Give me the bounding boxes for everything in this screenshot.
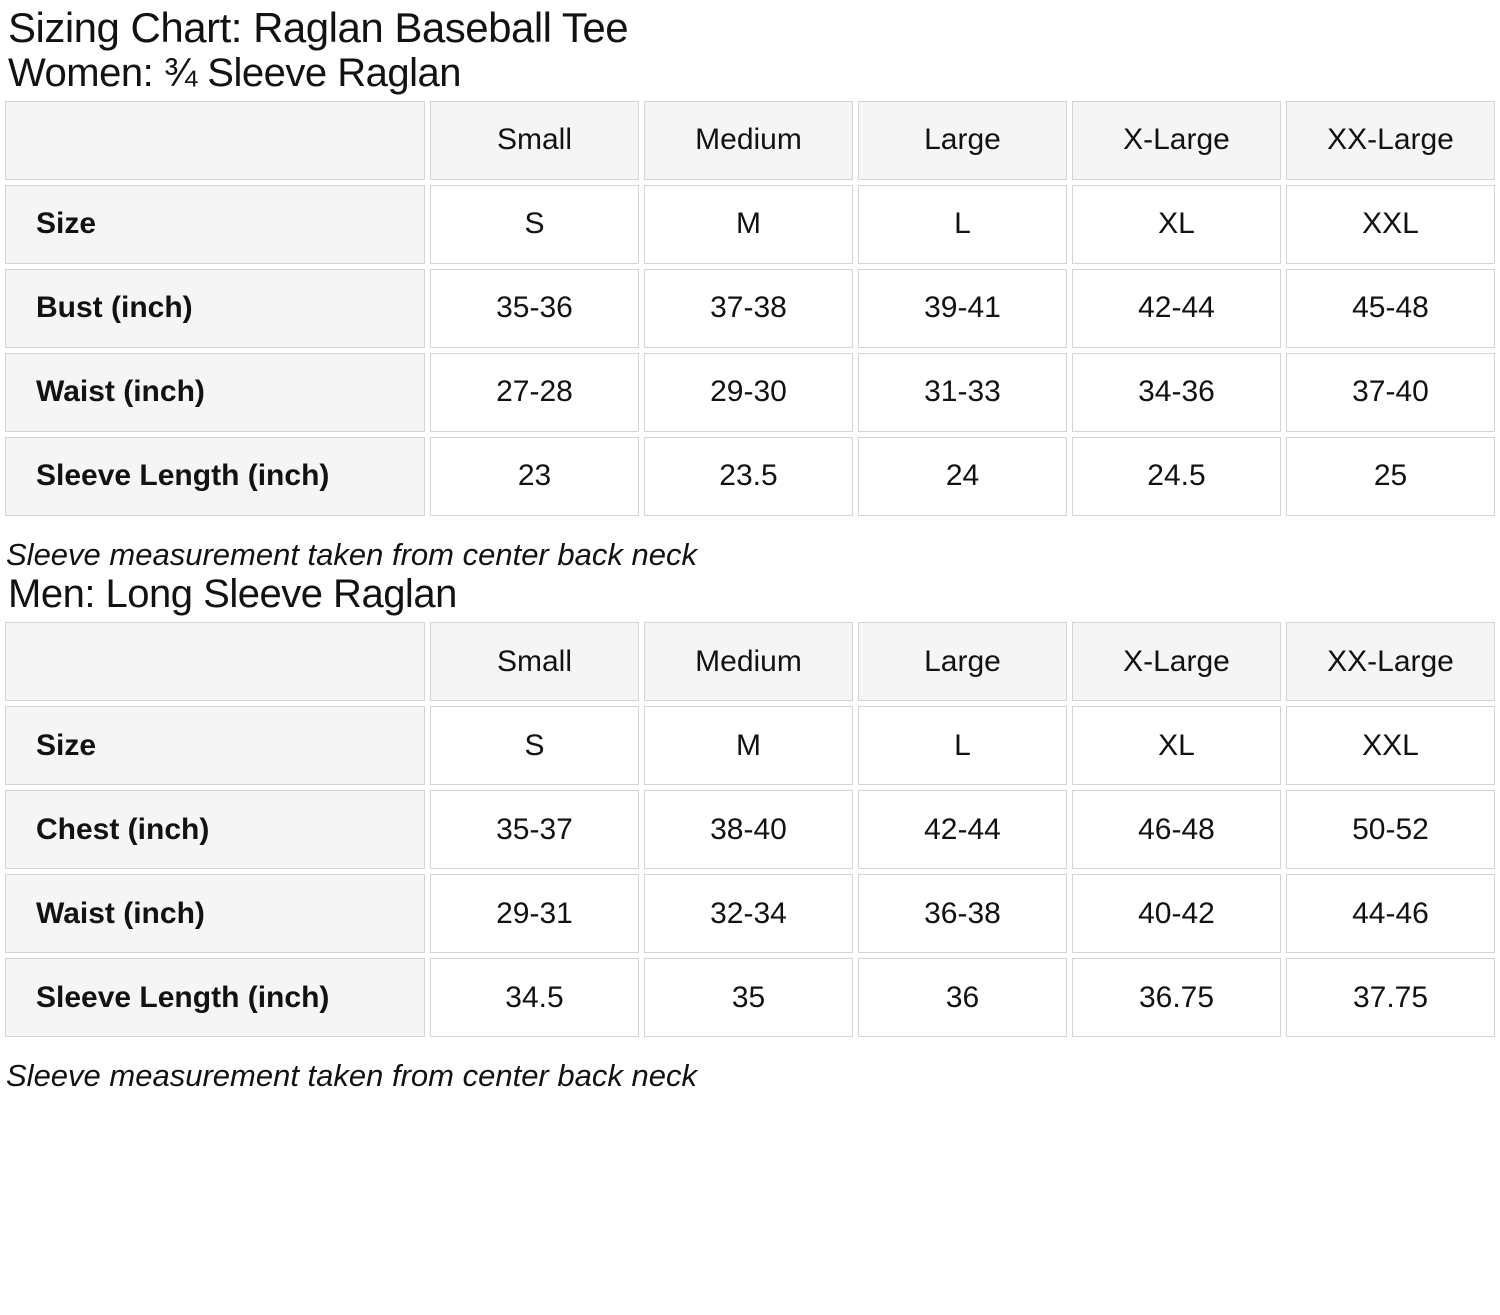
- value-cell: M: [644, 706, 853, 786]
- value-cell: 34-36: [1072, 352, 1281, 432]
- women-section-heading: Women: ¾ Sleeve Raglan: [8, 51, 461, 96]
- value-cell: 34.5: [430, 958, 639, 1038]
- value-cell: 42-44: [858, 790, 1067, 870]
- row-label-cell: Size: [5, 184, 425, 264]
- women-row-size: Size S M L XL XXL: [5, 184, 1495, 264]
- men-col-header-xxlarge: XX-Large: [1286, 622, 1495, 702]
- value-cell: 37.75: [1286, 958, 1495, 1038]
- value-cell: L: [858, 184, 1067, 264]
- women-col-header-xlarge: X-Large: [1072, 100, 1281, 180]
- men-col-header-medium: Medium: [644, 622, 853, 702]
- value-cell: 32-34: [644, 874, 853, 954]
- value-cell: 35-36: [430, 268, 639, 348]
- value-cell: 31-33: [858, 352, 1067, 432]
- value-cell: S: [430, 184, 639, 264]
- value-cell: 38-40: [644, 790, 853, 870]
- men-row-size: Size S M L XL XXL: [5, 706, 1495, 786]
- women-col-header-xxlarge: XX-Large: [1286, 100, 1495, 180]
- value-cell: 37-38: [644, 268, 853, 348]
- women-section: Women: ¾ Sleeve Raglan Small Medium Larg…: [0, 51, 1500, 572]
- row-label-cell: Bust (inch): [5, 268, 425, 348]
- women-row-sleeve-length: Sleeve Length (inch) 23 23.5 24 24.5 25: [5, 436, 1495, 516]
- women-col-header-small: Small: [430, 100, 639, 180]
- value-cell: 35-37: [430, 790, 639, 870]
- value-cell: 29-30: [644, 352, 853, 432]
- women-col-header-medium: Medium: [644, 100, 853, 180]
- row-label-cell: Chest (inch): [5, 790, 425, 870]
- value-cell: 42-44: [1072, 268, 1281, 348]
- value-cell: 36.75: [1072, 958, 1281, 1038]
- row-label-cell: Waist (inch): [5, 352, 425, 432]
- value-cell: 25: [1286, 436, 1495, 516]
- value-cell: 40-42: [1072, 874, 1281, 954]
- women-sleeve-note: Sleeve measurement taken from center bac…: [6, 536, 697, 572]
- value-cell: 23.5: [644, 436, 853, 516]
- value-cell: 23: [430, 436, 639, 516]
- value-cell: 24: [858, 436, 1067, 516]
- value-cell: 37-40: [1286, 352, 1495, 432]
- men-sleeve-note: Sleeve measurement taken from center bac…: [6, 1058, 697, 1094]
- value-cell: 50-52: [1286, 790, 1495, 870]
- value-cell: XL: [1072, 184, 1281, 264]
- women-col-header-large: Large: [858, 100, 1067, 180]
- men-row-sleeve-length: Sleeve Length (inch) 34.5 35 36 36.75 37…: [5, 958, 1495, 1038]
- row-label-cell: Sleeve Length (inch): [5, 958, 425, 1038]
- women-row-waist: Waist (inch) 27-28 29-30 31-33 34-36 37-…: [5, 352, 1495, 432]
- value-cell: 24.5: [1072, 436, 1281, 516]
- women-header-row: Small Medium Large X-Large XX-Large: [5, 100, 1495, 180]
- men-col-header-large: Large: [858, 622, 1067, 702]
- value-cell: XXL: [1286, 706, 1495, 786]
- value-cell: XL: [1072, 706, 1281, 786]
- women-row-bust: Bust (inch) 35-36 37-38 39-41 42-44 45-4…: [5, 268, 1495, 348]
- value-cell: 36: [858, 958, 1067, 1038]
- value-cell: 35: [644, 958, 853, 1038]
- value-cell: 39-41: [858, 268, 1067, 348]
- value-cell: S: [430, 706, 639, 786]
- value-cell: L: [858, 706, 1067, 786]
- men-sizing-table: Small Medium Large X-Large XX-Large Size…: [0, 617, 1500, 1042]
- value-cell: 44-46: [1286, 874, 1495, 954]
- value-cell: 27-28: [430, 352, 639, 432]
- row-label-cell: Size: [5, 706, 425, 786]
- men-col-header-small: Small: [430, 622, 639, 702]
- women-sizing-table: Small Medium Large X-Large XX-Large Size…: [0, 96, 1500, 521]
- value-cell: 36-38: [858, 874, 1067, 954]
- value-cell: M: [644, 184, 853, 264]
- men-corner-cell: [5, 622, 425, 702]
- women-corner-cell: [5, 100, 425, 180]
- men-section: Men: Long Sleeve Raglan Small Medium Lar…: [0, 572, 1500, 1093]
- row-label-cell: Waist (inch): [5, 874, 425, 954]
- row-label-cell: Sleeve Length (inch): [5, 436, 425, 516]
- men-section-heading: Men: Long Sleeve Raglan: [8, 572, 457, 617]
- men-row-chest: Chest (inch) 35-37 38-40 42-44 46-48 50-…: [5, 790, 1495, 870]
- men-row-waist: Waist (inch) 29-31 32-34 36-38 40-42 44-…: [5, 874, 1495, 954]
- men-col-header-xlarge: X-Large: [1072, 622, 1281, 702]
- value-cell: 29-31: [430, 874, 639, 954]
- page-title: Sizing Chart: Raglan Baseball Tee: [8, 4, 629, 51]
- value-cell: 46-48: [1072, 790, 1281, 870]
- sizing-chart-page: Sizing Chart: Raglan Baseball Tee Women:…: [0, 4, 1500, 1093]
- men-header-row: Small Medium Large X-Large XX-Large: [5, 622, 1495, 702]
- value-cell: XXL: [1286, 184, 1495, 264]
- value-cell: 45-48: [1286, 268, 1495, 348]
